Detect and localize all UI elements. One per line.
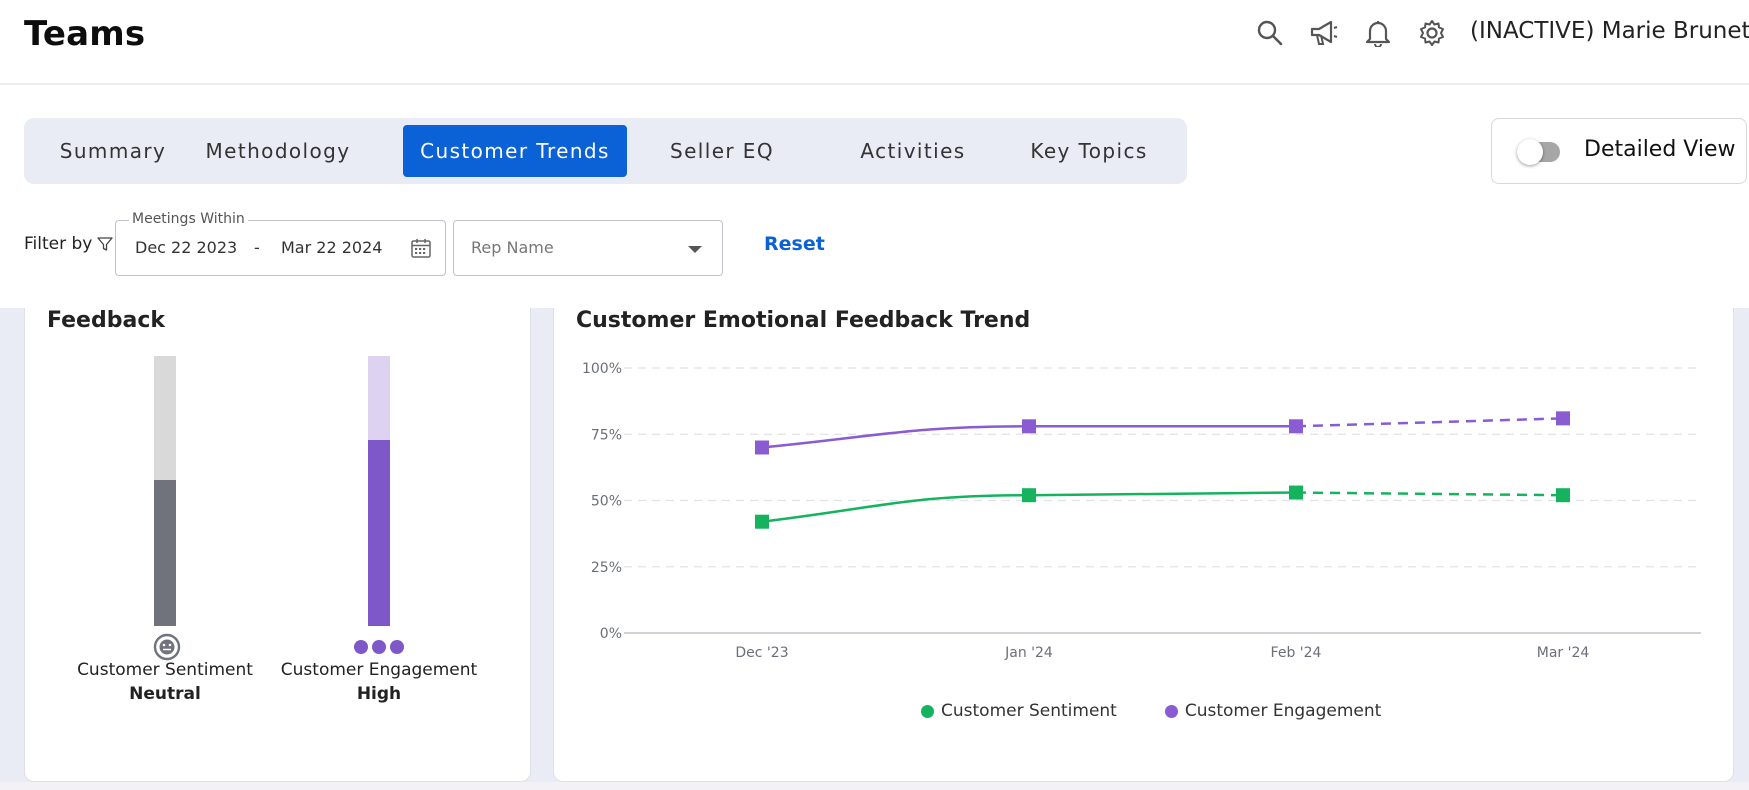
- tab-key-topics[interactable]: Key Topics: [1030, 139, 1148, 163]
- legend-label-engagement: Customer Engagement: [1184, 701, 1382, 721]
- settings-gear-icon[interactable]: [1415, 16, 1449, 50]
- chart-legend: Customer Sentiment Customer Engagement: [921, 701, 1381, 721]
- x-tick-label: Jan '24: [1004, 645, 1053, 661]
- trend-card: Customer Emotional Feedback Trend 100% 75…: [553, 308, 1734, 782]
- legend-marker-engagement: [1164, 704, 1178, 718]
- page-title: Teams: [24, 14, 146, 54]
- sentiment-label: Customer Sentiment: [77, 660, 253, 680]
- series-forecast-line-customer-sentiment: [1295, 491, 1564, 497]
- trend-line-chart: 100% 75% 50% 25% 0% Dec '23 Jan '24 Feb '24 Mar …: [582, 361, 1701, 661]
- sentiment-value: Neutral: [129, 684, 201, 704]
- tab-seller-eq[interactable]: Seller EQ: [670, 139, 774, 163]
- trend-chart-title: Customer Emotional Feedback Trend: [576, 308, 1031, 333]
- meetings-within-label: Meetings Within: [129, 211, 248, 227]
- toggle-knob: [1517, 139, 1543, 165]
- reset-button[interactable]: Reset: [764, 233, 825, 255]
- user-menu[interactable]: (INACTIVE) Marie Brunet: [1470, 18, 1749, 44]
- tab-activities[interactable]: Activities: [860, 139, 966, 163]
- x-tick-label: Dec '23: [735, 645, 788, 661]
- neutral-face-icon: [153, 633, 181, 661]
- data-point-customer-sentiment: [1022, 488, 1036, 503]
- sentiment-bar-fill: [154, 480, 176, 626]
- legend-item-engagement[interactable]: Customer Engagement: [1164, 701, 1382, 721]
- date-separator: -: [254, 238, 260, 257]
- data-point-customer-engagement: [1289, 419, 1303, 434]
- tab-customer-trends[interactable]: Customer Trends: [403, 125, 627, 177]
- rep-name-placeholder: Rep Name: [471, 238, 554, 257]
- tab-summary[interactable]: Summary: [59, 139, 167, 163]
- top-header: Teams (INACTIVE) Marie Brunet: [0, 0, 1749, 84]
- engagement-bar-fill: [368, 439, 390, 626]
- engagement-dots-icon: [354, 640, 404, 654]
- legend-marker-sentiment: [921, 704, 934, 718]
- engagement-value: High: [356, 684, 402, 704]
- user-name: (INACTIVE) Marie Brunet: [1470, 18, 1749, 44]
- legend-item-sentiment[interactable]: Customer Sentiment: [921, 701, 1117, 721]
- feedback-title: Feedback: [47, 308, 165, 333]
- engagement-label: Customer Engagement: [280, 660, 478, 680]
- series-line-customer-engagement: [761, 425, 1296, 449]
- y-tick-label: 25%: [591, 560, 622, 576]
- search-icon[interactable]: [1253, 16, 1287, 50]
- data-point-customer-engagement: [1556, 411, 1570, 426]
- y-tick-label: 0%: [600, 626, 622, 642]
- legend-label-sentiment: Customer Sentiment: [941, 701, 1117, 721]
- bottom-strip: [0, 782, 1749, 790]
- toggle-switch[interactable]: [1517, 139, 1560, 165]
- end-date[interactable]: Mar 22 2024: [281, 238, 383, 257]
- rep-name-select[interactable]: Rep Name: [453, 220, 723, 276]
- notification-bell-icon[interactable]: [1361, 16, 1395, 50]
- date-range-picker[interactable]: Meetings Within Dec 22 2023 - Mar 22 202…: [115, 211, 446, 276]
- filter-by-label: Filter by: [24, 234, 114, 254]
- calendar-icon[interactable]: [410, 237, 432, 259]
- controls-panel: Summary Methodology Customer Trends Sell…: [0, 85, 1749, 308]
- data-point-customer-sentiment: [755, 514, 769, 529]
- x-tick-label: Mar '24: [1537, 645, 1590, 661]
- chevron-down-icon: [688, 246, 702, 253]
- data-point-customer-engagement: [1022, 419, 1036, 434]
- start-date[interactable]: Dec 22 2023: [135, 238, 238, 257]
- data-point-customer-sentiment: [1289, 485, 1303, 500]
- tab-bar: Summary Methodology Customer Trends Sell…: [24, 118, 1187, 184]
- tab-methodology[interactable]: Methodology: [205, 139, 351, 163]
- series-line-customer-sentiment: [761, 491, 1297, 523]
- filter-funnel-icon: [97, 237, 114, 251]
- engagement-bar: [368, 356, 390, 626]
- filter-by-text: Filter by: [24, 234, 93, 254]
- y-tick-label: 100%: [582, 361, 622, 377]
- y-tick-label: 75%: [591, 427, 622, 443]
- detailed-view-label: Detailed View: [1584, 137, 1736, 162]
- series-forecast-line-customer-engagement: [1295, 417, 1564, 428]
- feedback-card: Feedback Customer Sentiment Neutral Cust…: [24, 308, 531, 782]
- detailed-view-toggle[interactable]: Detailed View: [1491, 118, 1747, 184]
- data-point-customer-sentiment: [1556, 488, 1570, 503]
- y-tick-label: 50%: [591, 494, 622, 510]
- data-point-customer-engagement: [755, 440, 769, 455]
- x-tick-label: Feb '24: [1271, 645, 1322, 661]
- sentiment-bar: [154, 356, 176, 626]
- announcement-megaphone-icon[interactable]: [1307, 16, 1341, 50]
